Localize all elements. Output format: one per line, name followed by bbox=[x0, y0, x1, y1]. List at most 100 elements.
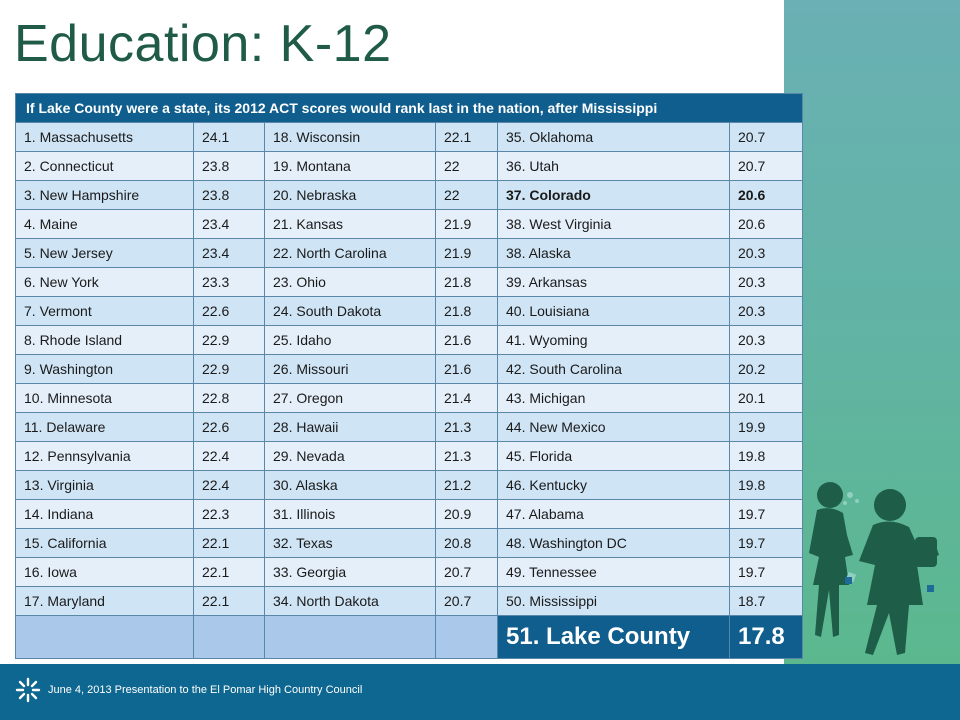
state-name-cell: 17. Maryland bbox=[15, 586, 194, 616]
score-cell: 23.8 bbox=[193, 151, 265, 181]
state-name-cell: 30. Alaska bbox=[264, 470, 436, 500]
score-cell: 22.4 bbox=[193, 470, 265, 500]
state-name-cell: 18. Wisconsin bbox=[264, 122, 436, 152]
empty-cell bbox=[193, 615, 265, 659]
score-cell: 21.8 bbox=[435, 296, 498, 326]
state-name-cell: 20. Nebraska bbox=[264, 180, 436, 210]
table-row: 4. Maine 23.4 21. Kansas 21.9 38. West Virgi… bbox=[15, 209, 804, 239]
score-cell: 22.1 bbox=[193, 586, 265, 616]
state-name-cell: 26. Missouri bbox=[264, 354, 436, 384]
state-name-cell: 14. Indiana bbox=[15, 499, 194, 529]
state-name-cell: 49. Tennessee bbox=[497, 557, 730, 587]
table-row: 5. New Jersey 23.4 22. North Carolina 21.9 3… bbox=[15, 238, 804, 268]
score-cell: 21.3 bbox=[435, 412, 498, 442]
table-row: 7. Vermont 22.6 24. South Dakota 21.8 40. Lo… bbox=[15, 296, 804, 326]
score-cell: 22.4 bbox=[193, 441, 265, 471]
state-name-cell: 25. Idaho bbox=[264, 325, 436, 355]
state-name-cell: 43. Michigan bbox=[497, 383, 730, 413]
score-cell: 20.1 bbox=[728, 383, 804, 413]
score-cell: 20.3 bbox=[728, 325, 804, 355]
score-cell: 21.3 bbox=[435, 441, 498, 471]
lake-county-score-cell: 17.8 bbox=[728, 615, 804, 659]
state-name-cell: 19. Montana bbox=[264, 151, 436, 181]
score-cell: 20.6 bbox=[728, 180, 804, 210]
state-name-cell: 41. Wyoming bbox=[497, 325, 730, 355]
score-cell: 19.9 bbox=[728, 412, 804, 442]
state-name-cell: 50. Mississippi bbox=[497, 586, 730, 616]
state-name-cell: 16. Iowa bbox=[15, 557, 194, 587]
state-name-cell: 48. Washington DC bbox=[497, 528, 730, 558]
score-cell: 19.7 bbox=[728, 557, 804, 587]
score-cell: 20.9 bbox=[435, 499, 498, 529]
score-cell: 23.8 bbox=[193, 180, 265, 210]
table-row: 11. Delaware 22.6 28. Hawaii 21.3 44. New Me… bbox=[15, 412, 804, 442]
state-name-cell: 1. Massachusetts bbox=[15, 122, 194, 152]
score-cell: 20.7 bbox=[435, 586, 498, 616]
children-silhouette-illustration bbox=[809, 482, 939, 655]
score-cell: 20.8 bbox=[435, 528, 498, 558]
score-cell: 19.8 bbox=[728, 441, 804, 471]
state-name-cell: 4. Maine bbox=[15, 209, 194, 239]
score-cell: 21.6 bbox=[435, 325, 498, 355]
score-cell: 22.6 bbox=[193, 296, 265, 326]
state-name-cell: 9. Washington bbox=[15, 354, 194, 384]
score-cell: 23.4 bbox=[193, 209, 265, 239]
score-cell: 19.7 bbox=[728, 499, 804, 529]
state-name-cell: 28. Hawaii bbox=[264, 412, 436, 442]
score-cell: 23.3 bbox=[193, 267, 265, 297]
state-name-cell: 46. Kentucky bbox=[497, 470, 730, 500]
table-row: 12. Pennsylvania 22.4 29. Nevada 21.3 45. Fl… bbox=[15, 441, 804, 471]
table-row: 9. Washington 22.9 26. Missouri 21.6 42. Sou… bbox=[15, 354, 804, 384]
table-row: 3. New Hampshire 23.8 20. Nebraska 22 37. Co… bbox=[15, 180, 804, 210]
state-name-cell: 38. Alaska bbox=[497, 238, 730, 268]
lake-county-row: 51. Lake County 17.8 bbox=[15, 615, 804, 659]
score-cell: 21.9 bbox=[435, 238, 498, 268]
score-cell: 21.4 bbox=[435, 383, 498, 413]
table-row: 1. Massachusetts 24.1 18. Wisconsin 22.1 35.… bbox=[15, 122, 804, 152]
score-cell: 21.6 bbox=[435, 354, 498, 384]
score-cell: 20.3 bbox=[728, 296, 804, 326]
score-cell: 20.3 bbox=[728, 238, 804, 268]
state-name-cell: 22. North Carolina bbox=[264, 238, 436, 268]
state-name-cell: 34. North Dakota bbox=[264, 586, 436, 616]
score-cell: 22.6 bbox=[193, 412, 265, 442]
state-name-cell: 3. New Hampshire bbox=[15, 180, 194, 210]
state-name-cell: 5. New Jersey bbox=[15, 238, 194, 268]
state-name-cell: 8. Rhode Island bbox=[15, 325, 194, 355]
state-name-cell: 37. Colorado bbox=[497, 180, 730, 210]
score-cell: 21.2 bbox=[435, 470, 498, 500]
table-row: 2. Connecticut 23.8 19. Montana 22 36. Utah 2… bbox=[15, 151, 804, 181]
state-name-cell: 2. Connecticut bbox=[15, 151, 194, 181]
score-cell: 20.3 bbox=[728, 267, 804, 297]
table-row: 10. Minnesota 22.8 27. Oregon 21.4 43. Michi… bbox=[15, 383, 804, 413]
score-cell: 22 bbox=[435, 151, 498, 181]
state-name-cell: 39. Arkansas bbox=[497, 267, 730, 297]
state-name-cell: 35. Oklahoma bbox=[497, 122, 730, 152]
empty-cell bbox=[264, 615, 436, 659]
score-cell: 22.8 bbox=[193, 383, 265, 413]
state-name-cell: 36. Utah bbox=[497, 151, 730, 181]
footer-text: June 4, 2013 Presentation to the El Poma… bbox=[48, 684, 363, 696]
table-row: 6. New York 23.3 23. Ohio 21.8 39. Arkansas 2… bbox=[15, 267, 804, 297]
state-name-cell: 29. Nevada bbox=[264, 441, 436, 471]
score-cell: 23.4 bbox=[193, 238, 265, 268]
state-name-cell: 42. South Carolina bbox=[497, 354, 730, 384]
score-cell: 20.7 bbox=[435, 557, 498, 587]
score-cell: 22.9 bbox=[193, 354, 265, 384]
state-name-cell: 45. Florida bbox=[497, 441, 730, 471]
state-name-cell: 24. South Dakota bbox=[264, 296, 436, 326]
starburst-logo-icon bbox=[15, 677, 41, 703]
empty-cell bbox=[435, 615, 498, 659]
table-row: 16. Iowa 22.1 33. Georgia 20.7 49. Tennessee… bbox=[15, 557, 804, 587]
score-cell: 22 bbox=[435, 180, 498, 210]
state-name-cell: 44. New Mexico bbox=[497, 412, 730, 442]
table-header-row: If Lake County were a state, its 2012 AC… bbox=[14, 93, 804, 123]
state-name-cell: 15. California bbox=[15, 528, 194, 558]
table-caption: If Lake County were a state, its 2012 AC… bbox=[14, 93, 804, 123]
state-name-cell: 7. Vermont bbox=[15, 296, 194, 326]
page-title: Education: K-12 bbox=[14, 15, 392, 73]
score-cell: 22.1 bbox=[435, 122, 498, 152]
score-cell: 21.9 bbox=[435, 209, 498, 239]
state-name-cell: 11. Delaware bbox=[15, 412, 194, 442]
state-name-cell: 40. Louisiana bbox=[497, 296, 730, 326]
